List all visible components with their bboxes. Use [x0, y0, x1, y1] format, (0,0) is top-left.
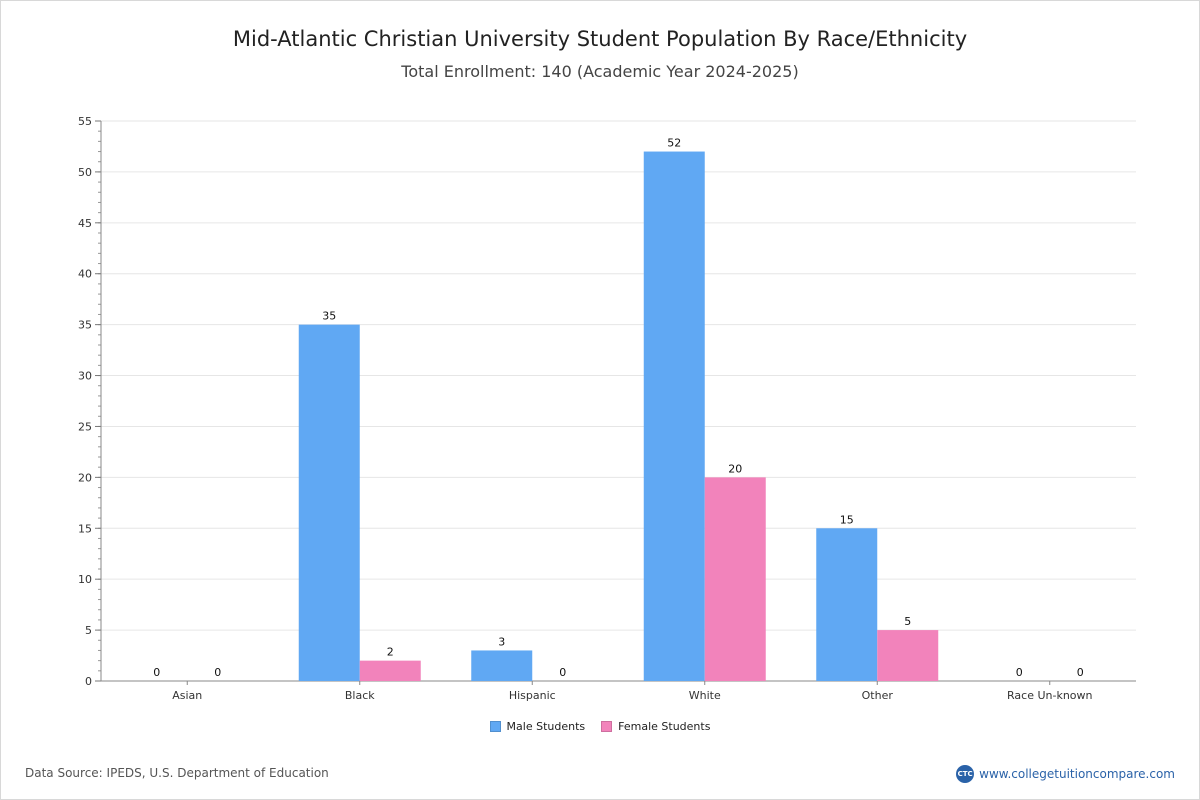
data-label: 35 — [322, 310, 336, 323]
legend-item-male[interactable]: Male Students — [489, 720, 586, 733]
bar-female — [704, 477, 766, 681]
y-tick-label: 40 — [78, 268, 92, 281]
legend-swatch-male — [489, 721, 501, 732]
bar-female — [359, 660, 421, 681]
data-label: 0 — [559, 666, 566, 679]
data-label: 0 — [1016, 666, 1023, 679]
chart-legend: Male Students Female Students — [1, 720, 1199, 733]
x-tick-label: Hispanic — [509, 689, 556, 702]
ctc-logo-icon: CTC — [956, 765, 975, 783]
data-label: 52 — [667, 137, 681, 150]
y-tick-label: 45 — [78, 217, 92, 230]
y-tick-label: 35 — [78, 319, 92, 332]
brand-url: www.collegetuitioncompare.com — [979, 767, 1175, 781]
legend-label-female: Female Students — [618, 720, 711, 733]
y-tick-label: 10 — [78, 573, 92, 586]
x-tick-label: Race Un-known — [1007, 689, 1093, 702]
plot-area — [101, 121, 1136, 681]
data-label: 0 — [1077, 666, 1084, 679]
bar-male — [298, 324, 360, 681]
data-label: 5 — [904, 615, 911, 628]
legend-swatch-female — [601, 721, 613, 732]
legend-item-female[interactable]: Female Students — [601, 720, 710, 733]
data-source-note: Data Source: IPEDS, U.S. Department of E… — [25, 766, 329, 780]
data-label: 2 — [387, 646, 394, 659]
bar-male — [471, 650, 533, 681]
bar-male — [816, 528, 878, 681]
data-label: 0 — [214, 666, 221, 679]
data-label: 20 — [728, 462, 742, 475]
brand-link[interactable]: CTC www.collegetuitioncompare.com — [956, 765, 1175, 783]
x-tick-label: Asian — [172, 689, 202, 702]
bar-female — [877, 630, 939, 681]
data-label: 3 — [498, 635, 505, 648]
data-label: 0 — [153, 666, 160, 679]
chart-title: Mid-Atlantic Christian University Studen… — [232, 27, 968, 51]
y-tick-label: 15 — [78, 522, 92, 535]
x-tick-label: White — [689, 689, 721, 702]
y-tick-label: 5 — [85, 624, 92, 637]
y-tick-label: 20 — [78, 471, 92, 484]
y-tick-label: 25 — [78, 420, 92, 433]
y-tick-label: 30 — [78, 370, 92, 383]
y-tick-label: 55 — [78, 115, 92, 128]
bar-male — [643, 151, 705, 681]
y-tick-label: 0 — [85, 675, 92, 688]
data-label: 15 — [840, 513, 854, 526]
legend-label-male: Male Students — [506, 720, 586, 733]
x-tick-label: Black — [345, 689, 375, 702]
chart-subtitle: Total Enrollment: 140 (Academic Year 202… — [401, 62, 799, 81]
x-tick-label: Other — [862, 689, 894, 702]
y-tick-label: 50 — [78, 166, 92, 179]
